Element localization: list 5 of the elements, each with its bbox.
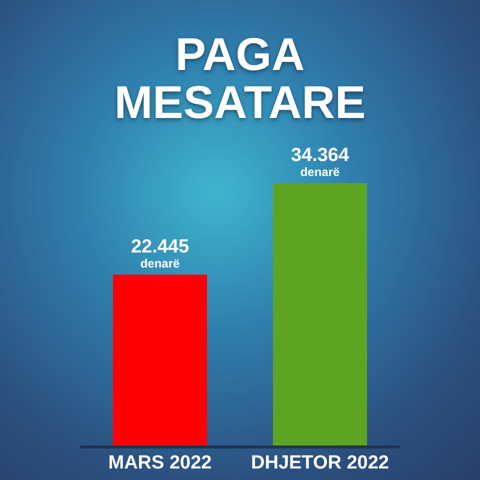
- x-tick-label: DHJETOR 2022: [251, 452, 389, 474]
- data-label: 22.445 denarë: [130, 236, 190, 271]
- chart-title: PAGA MESATARE: [113, 28, 367, 128]
- data-label: 34.364 denarë: [290, 145, 350, 179]
- x-tick-label: MARS 2022: [108, 452, 212, 474]
